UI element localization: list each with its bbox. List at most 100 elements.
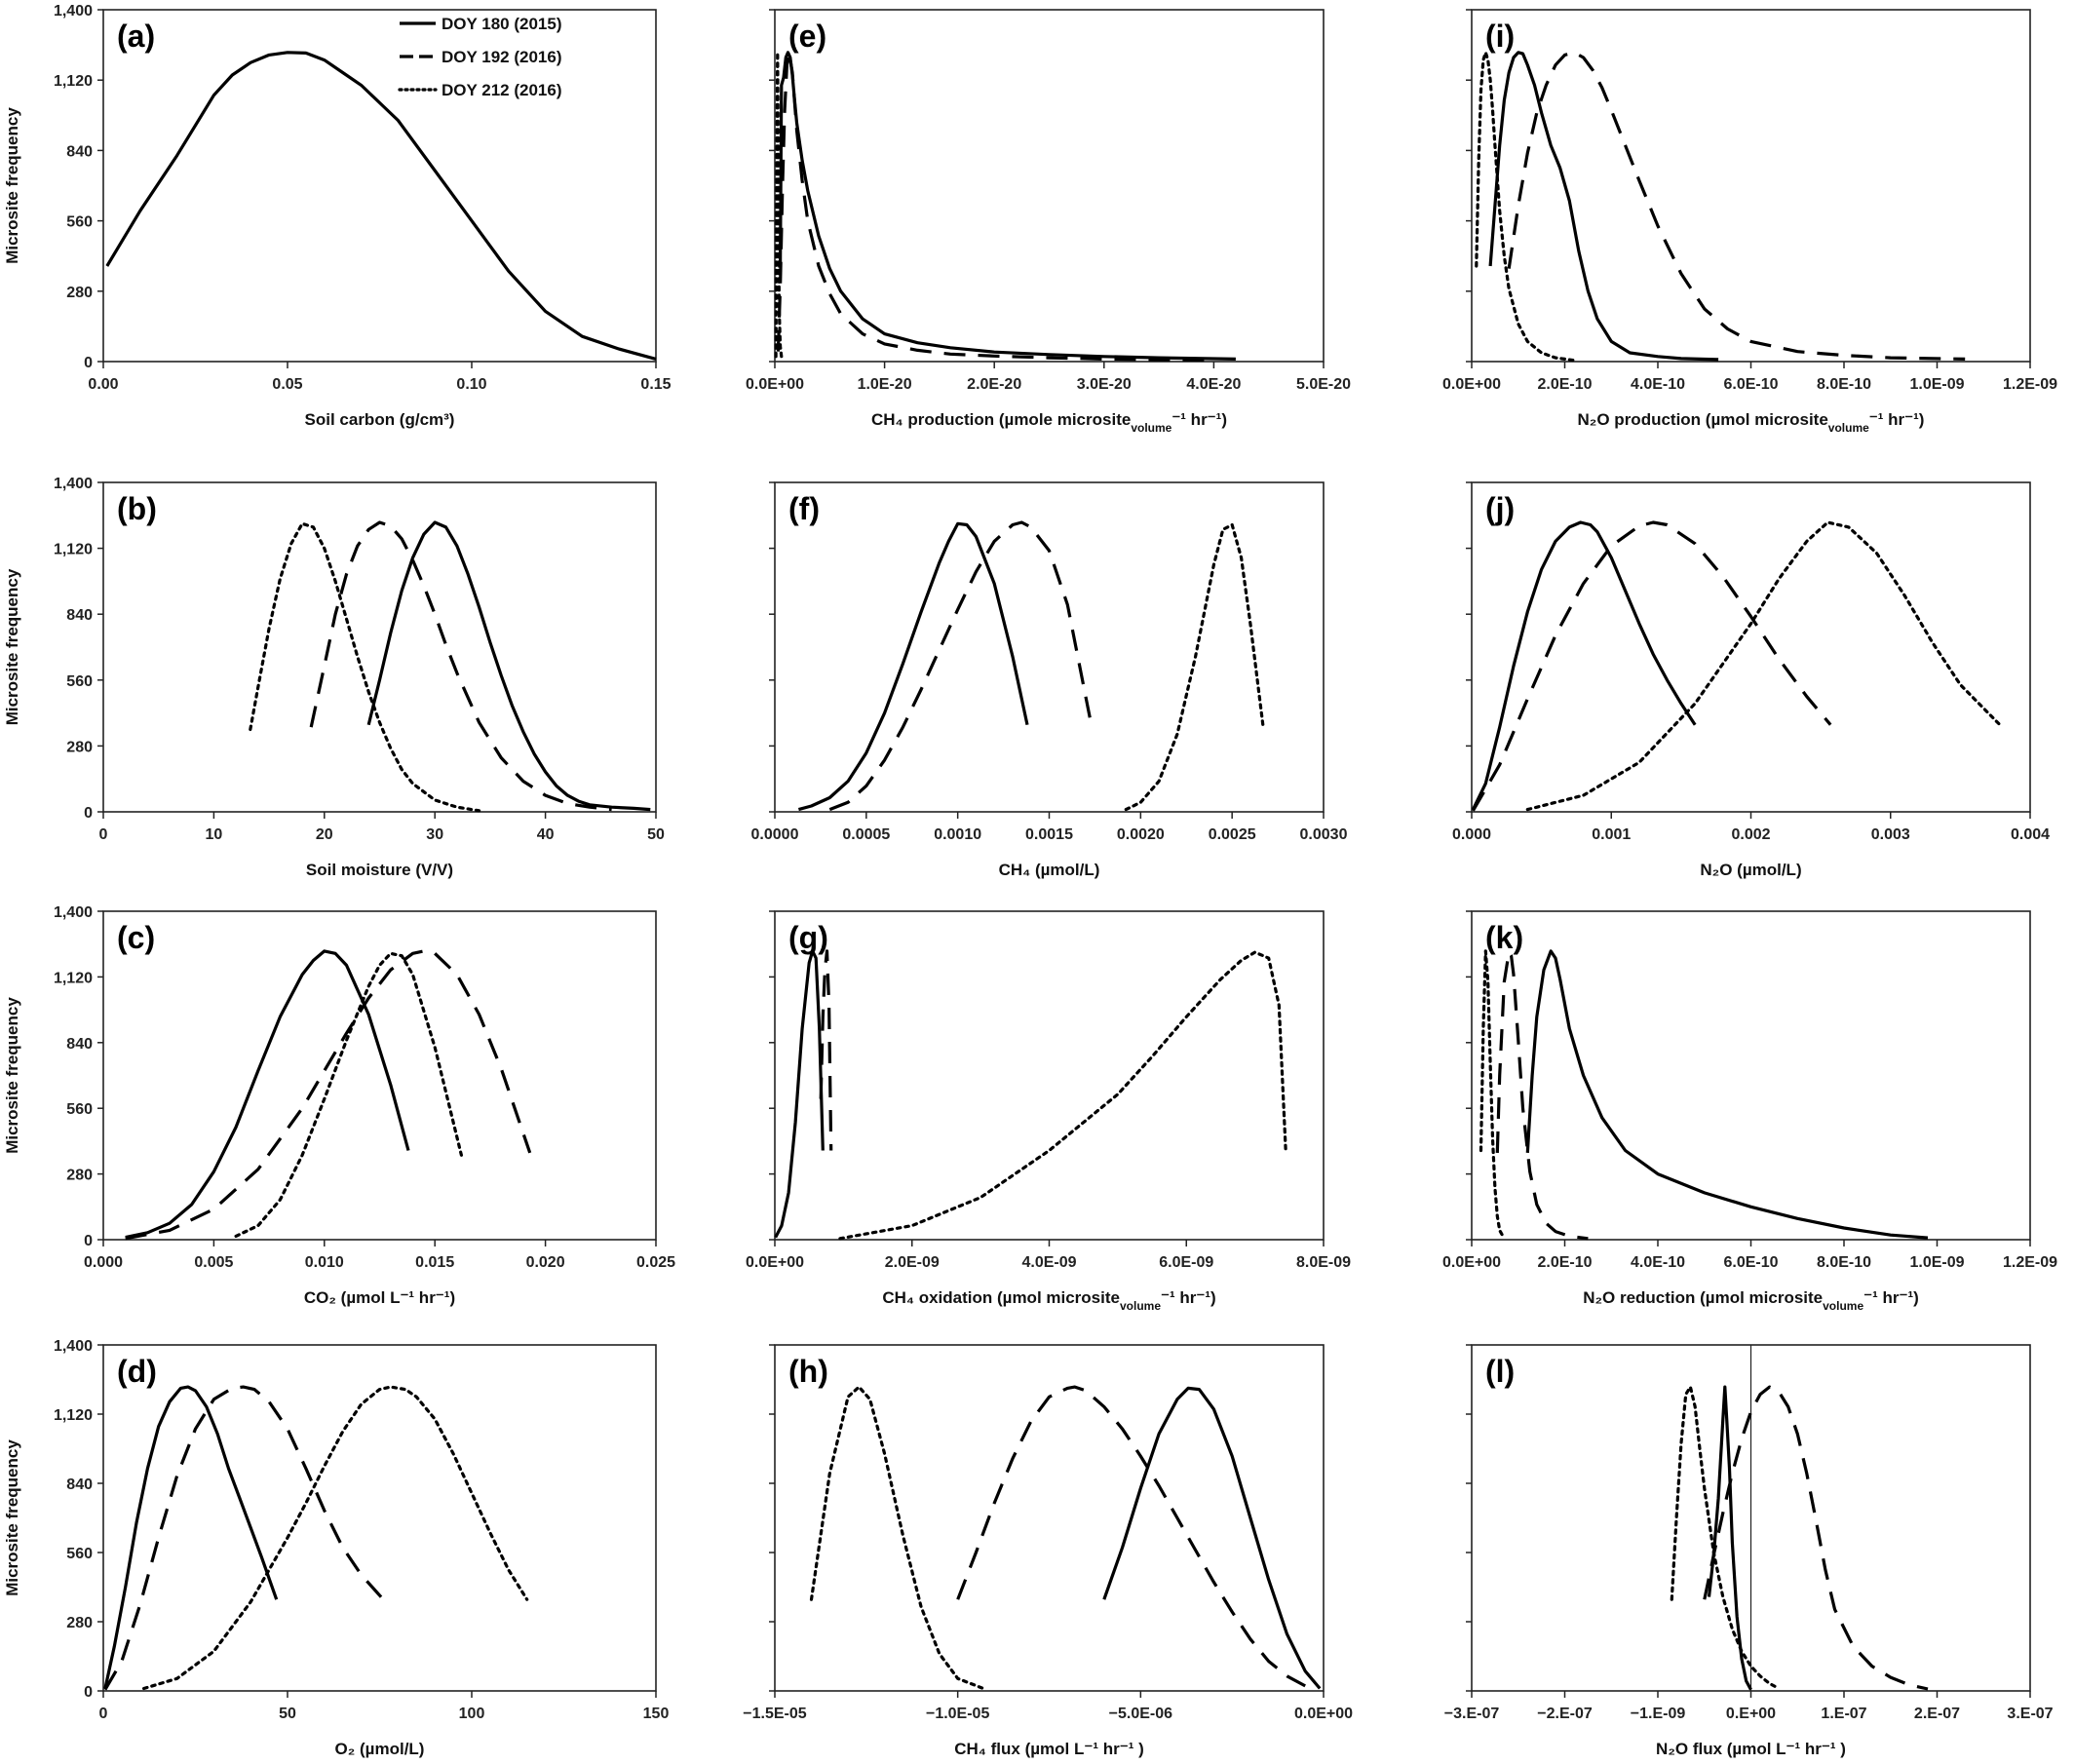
- series-line-dashed: [1703, 1385, 1929, 1691]
- x-tick-label: 8.0E-10: [1817, 376, 1871, 393]
- y-tick-label: 560: [66, 1546, 93, 1562]
- y-tick-label: 1,120: [54, 970, 93, 986]
- plot-frame: [102, 1344, 657, 1692]
- y-tick-label: 1,400: [54, 3, 93, 19]
- series-line-dotted: [1124, 522, 1265, 812]
- x-tick-label: −3.E-07: [1444, 1706, 1500, 1722]
- x-tick-label: 100: [459, 1706, 485, 1722]
- panel-l: −3.E-07 −2.E-07 −1.E-09 0.E+00 1.E-07 2.E-07 3…: [1444, 1344, 2054, 1758]
- x-axis-label: N₂O flux (µmol L⁻¹ hr⁻¹ ): [1656, 1740, 1846, 1758]
- x-tick-label: 2.0E-10: [1537, 376, 1592, 393]
- x-tick-label: 50: [647, 826, 665, 843]
- x-tick-label: 0.000: [84, 1254, 123, 1271]
- panel-label: (a): [117, 19, 155, 54]
- series-line-solid: [797, 521, 1029, 812]
- x-axis-label: CH₄ oxidation (µmol micrositevolume⁻¹ hr…: [882, 1288, 1215, 1313]
- y-tick-label: 0: [84, 1233, 93, 1249]
- x-tick-label: 1.E-07: [1821, 1706, 1866, 1722]
- x-tick-label: 0.001: [1592, 826, 1631, 843]
- panel-label: (e): [788, 19, 826, 54]
- panel-h: −1.5E-05 −1.0E-05 −5.0E-06 0.0E+00 CH₄ flux …: [743, 1344, 1353, 1758]
- y-tick-label: 280: [66, 285, 93, 301]
- x-axis-label: N₂O production (µmol micrositevolume⁻¹ h…: [1578, 410, 1925, 435]
- x-tick-label: 4.0E-20: [1186, 376, 1241, 393]
- y-tick-label: 1,120: [54, 542, 93, 558]
- series-line-solid: [125, 949, 410, 1240]
- series-line-solid: [1707, 1385, 1752, 1691]
- x-tick-label: 0.0005: [842, 826, 890, 843]
- panel-label: (k): [1485, 920, 1523, 955]
- series-line-dashed: [1495, 950, 1589, 1241]
- series-line-dashed: [125, 949, 532, 1241]
- x-tick-label: 1.0E-20: [858, 376, 912, 393]
- x-axis-label: N₂O reduction (µmol micrositevolume⁻¹ hr…: [1583, 1288, 1919, 1313]
- x-tick-label: 3.E-07: [2007, 1706, 2053, 1722]
- series-line-solid: [1102, 1386, 1322, 1690]
- x-tick-label: 2.0E-20: [967, 376, 1021, 393]
- series-line-dotted: [1479, 949, 1507, 1241]
- panel-g: 0.0E+00 2.0E-09 4.0E-09 6.0E-09 8.0E-09 CH₄ o…: [746, 910, 1351, 1313]
- series-line-solid: [774, 949, 825, 1239]
- panel-i: 0.0E+00 2.0E-10 4.0E-10 6.0E-10 8.0E-10 1.0E-…: [1442, 9, 2057, 435]
- y-tick-label: 560: [66, 1101, 93, 1118]
- x-tick-label: 2.0E-10: [1537, 1254, 1592, 1271]
- series-line-solid: [778, 51, 1236, 361]
- x-tick-label: −5.0E-06: [1109, 1706, 1172, 1722]
- series-line-dashed: [828, 520, 1094, 812]
- x-tick-label: 6.0E-10: [1723, 1254, 1778, 1271]
- x-tick-label: 0.0E+00: [746, 1254, 804, 1271]
- series-line-dashed: [956, 1385, 1306, 1688]
- y-tick-label: 1,120: [54, 1407, 93, 1424]
- x-tick-label: 10: [206, 826, 223, 843]
- y-tick-label: 0: [84, 805, 93, 822]
- y-tick-label: 280: [66, 1168, 93, 1184]
- x-tick-label: 0.10: [456, 376, 486, 393]
- x-tick-label: 0.0010: [934, 826, 981, 843]
- x-tick-label: 5.0E-20: [1296, 376, 1351, 393]
- x-axis-label: CH₄ flux (µmol L⁻¹ hr⁻¹ ): [954, 1740, 1144, 1758]
- x-tick-label: 0.0000: [751, 826, 799, 843]
- x-axis-label: O₂ (µmol/L): [335, 1740, 425, 1758]
- y-tick-label: 1,400: [54, 476, 93, 492]
- x-tick-label: 0.005: [194, 1254, 233, 1271]
- x-tick-label: −2.E-07: [1537, 1706, 1593, 1722]
- panel-d: 0 50 100 150 0 280 560 840 1,120 1,400 Microsite f…: [3, 1338, 669, 1758]
- legend: DOY 180 (2015) DOY 192 (2016) DOY 212 (201…: [398, 15, 561, 99]
- x-axis-label: Soil carbon (g/cm³): [305, 410, 455, 429]
- series-line-dotted: [249, 521, 481, 813]
- plot-frame: [102, 9, 657, 363]
- panel-f: 0.0000 0.0005 0.0010 0.0015 0.0020 0.0025 0.00…: [751, 481, 1348, 879]
- y-axis-label: Microsite frequency: [3, 568, 21, 725]
- plot-frame: [774, 9, 1325, 363]
- x-axis-label: Soil moisture (V/V): [306, 861, 453, 879]
- x-tick-label: 0.0E+00: [1442, 1254, 1501, 1271]
- series-line-solid: [1525, 949, 1929, 1240]
- series-line-solid: [1488, 51, 1719, 362]
- y-axis-label: Microsite frequency: [3, 1439, 21, 1596]
- x-tick-label: 50: [279, 1706, 296, 1722]
- y-tick-label: 840: [66, 143, 93, 160]
- series-line-solid: [1471, 520, 1697, 811]
- series-line-solid: [103, 1385, 279, 1689]
- x-tick-label: 0.0025: [1209, 826, 1256, 843]
- x-tick-label: 0.015: [415, 1254, 454, 1271]
- x-tick-label: 150: [643, 1706, 670, 1722]
- x-tick-label: 0.004: [2011, 826, 2050, 843]
- x-tick-label: 0.15: [640, 376, 671, 393]
- x-tick-label: 6.0E-09: [1159, 1254, 1213, 1271]
- series-line-dotted: [1670, 1385, 1781, 1691]
- x-axis-label: CH₄ (µmol/L): [999, 861, 1100, 879]
- x-tick-label: 8.0E-10: [1817, 1254, 1871, 1271]
- y-tick-label: 280: [66, 1615, 93, 1631]
- x-tick-label: 1.0E-09: [1909, 1254, 1964, 1271]
- x-tick-label: 4.0E-09: [1021, 1254, 1076, 1271]
- panel-label: (d): [117, 1354, 157, 1389]
- x-tick-label: 0.0E+00: [746, 376, 804, 393]
- series-line-dashed: [309, 520, 612, 812]
- x-tick-label: 0.025: [636, 1254, 675, 1271]
- series-line-dotted: [142, 1385, 529, 1691]
- x-tick-label: 1.2E-09: [2003, 376, 2057, 393]
- x-axis-label: CO₂ (µmol L⁻¹ hr⁻¹): [304, 1288, 455, 1307]
- series-line-dotted: [234, 951, 463, 1239]
